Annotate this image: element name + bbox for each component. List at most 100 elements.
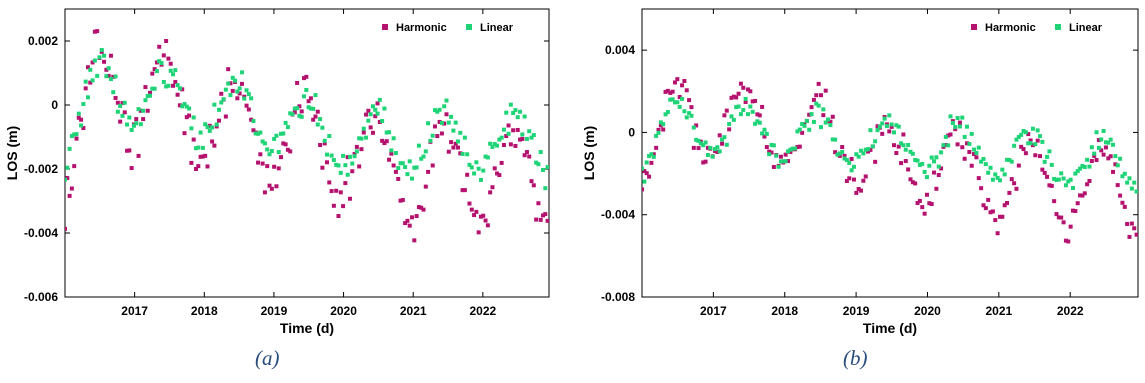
harmonic-point xyxy=(642,169,647,174)
harmonic-point xyxy=(171,83,176,88)
harmonic-point xyxy=(687,98,692,103)
linear-point xyxy=(187,106,192,111)
harmonic-point xyxy=(446,149,451,154)
linear-point xyxy=(85,95,90,100)
linear-point xyxy=(527,129,532,134)
linear-point xyxy=(308,106,313,111)
linear-point xyxy=(1040,139,1045,144)
linear-point xyxy=(92,58,97,63)
x-tick-label: 2022 xyxy=(469,304,496,318)
harmonic-point xyxy=(543,212,548,217)
harmonic-point xyxy=(1120,200,1125,205)
linear-point xyxy=(246,92,251,97)
harmonic-point xyxy=(529,179,534,184)
linear-point xyxy=(331,158,336,163)
linear-point xyxy=(658,120,663,125)
harmonic-point xyxy=(1132,226,1137,231)
linear-point xyxy=(492,142,497,147)
linear-point xyxy=(230,75,235,80)
harmonic-point xyxy=(1089,159,1094,164)
linear-point xyxy=(437,107,442,112)
linear-point xyxy=(979,159,984,164)
legend-linear-marker xyxy=(1055,24,1061,30)
harmonic-point xyxy=(506,123,511,128)
linear-point xyxy=(327,134,332,139)
harmonic-point xyxy=(230,88,235,93)
harmonic-point xyxy=(520,136,525,141)
harmonic-point xyxy=(922,211,927,216)
linear-point xyxy=(97,55,102,60)
harmonic-point xyxy=(979,186,984,191)
harmonic-point xyxy=(421,207,426,212)
harmonic-point xyxy=(729,95,734,100)
linear-point xyxy=(1005,157,1010,162)
harmonic-point xyxy=(1040,167,1045,172)
harmonic-point xyxy=(522,153,527,158)
linear-point xyxy=(1061,176,1066,181)
linear-point xyxy=(354,149,359,154)
linear-point xyxy=(534,160,539,165)
linear-point xyxy=(472,171,477,176)
harmonic-point xyxy=(304,74,309,79)
linear-point xyxy=(352,154,357,159)
linear-point xyxy=(251,119,256,123)
linear-point xyxy=(182,102,187,107)
linear-point xyxy=(807,127,812,132)
linear-point xyxy=(442,104,447,109)
linear-point xyxy=(889,122,894,127)
linear-point xyxy=(228,93,233,98)
linear-point xyxy=(1052,176,1057,181)
harmonic-point xyxy=(196,164,201,169)
linear-point xyxy=(990,177,995,182)
linear-point xyxy=(882,116,887,121)
harmonic-point xyxy=(788,149,793,154)
linear-point xyxy=(421,154,426,159)
linear-point xyxy=(1092,151,1097,156)
linear-point xyxy=(106,66,111,71)
harmonic-point xyxy=(426,169,431,174)
linear-point xyxy=(1103,140,1108,145)
linear-point xyxy=(908,149,913,154)
linear-point xyxy=(543,186,548,191)
linear-point xyxy=(136,107,141,112)
linear-point xyxy=(212,102,217,107)
harmonic-point xyxy=(830,114,835,119)
linear-point xyxy=(233,78,238,83)
linear-point xyxy=(288,111,293,116)
harmonic-point xyxy=(969,163,974,168)
linear-point xyxy=(642,179,647,184)
linear-point xyxy=(531,133,536,138)
harmonic-point xyxy=(887,129,892,134)
linear-point xyxy=(405,172,410,177)
linear-point xyxy=(767,152,772,157)
linear-point xyxy=(1068,177,1073,182)
harmonic-point xyxy=(854,190,859,195)
harmonic-point xyxy=(88,80,93,85)
harmonic-point xyxy=(102,59,107,64)
harmonic-point xyxy=(889,124,894,129)
linear-point xyxy=(1078,166,1083,171)
linear-point xyxy=(941,143,946,148)
harmonic-point xyxy=(986,197,991,202)
linear-point xyxy=(88,67,93,72)
harmonic-point xyxy=(680,83,685,88)
harmonic-point xyxy=(449,140,454,145)
linear-point xyxy=(481,168,486,173)
points-group xyxy=(65,29,549,243)
linear-point xyxy=(734,105,739,110)
harmonic-point xyxy=(173,79,178,84)
harmonic-point xyxy=(731,94,736,99)
harmonic-point xyxy=(955,142,960,147)
linear-point xyxy=(499,135,504,140)
linear-point xyxy=(168,68,173,73)
harmonic-point xyxy=(1070,208,1075,213)
harmonic-point xyxy=(267,183,272,188)
linear-point xyxy=(1122,171,1127,176)
linear-point xyxy=(793,146,798,151)
linear-point xyxy=(297,113,302,118)
linear-point xyxy=(184,104,189,109)
linear-point xyxy=(1099,137,1104,142)
harmonic-point xyxy=(154,60,159,65)
linear-point xyxy=(490,144,495,149)
x-tick-label: 2019 xyxy=(261,304,288,318)
